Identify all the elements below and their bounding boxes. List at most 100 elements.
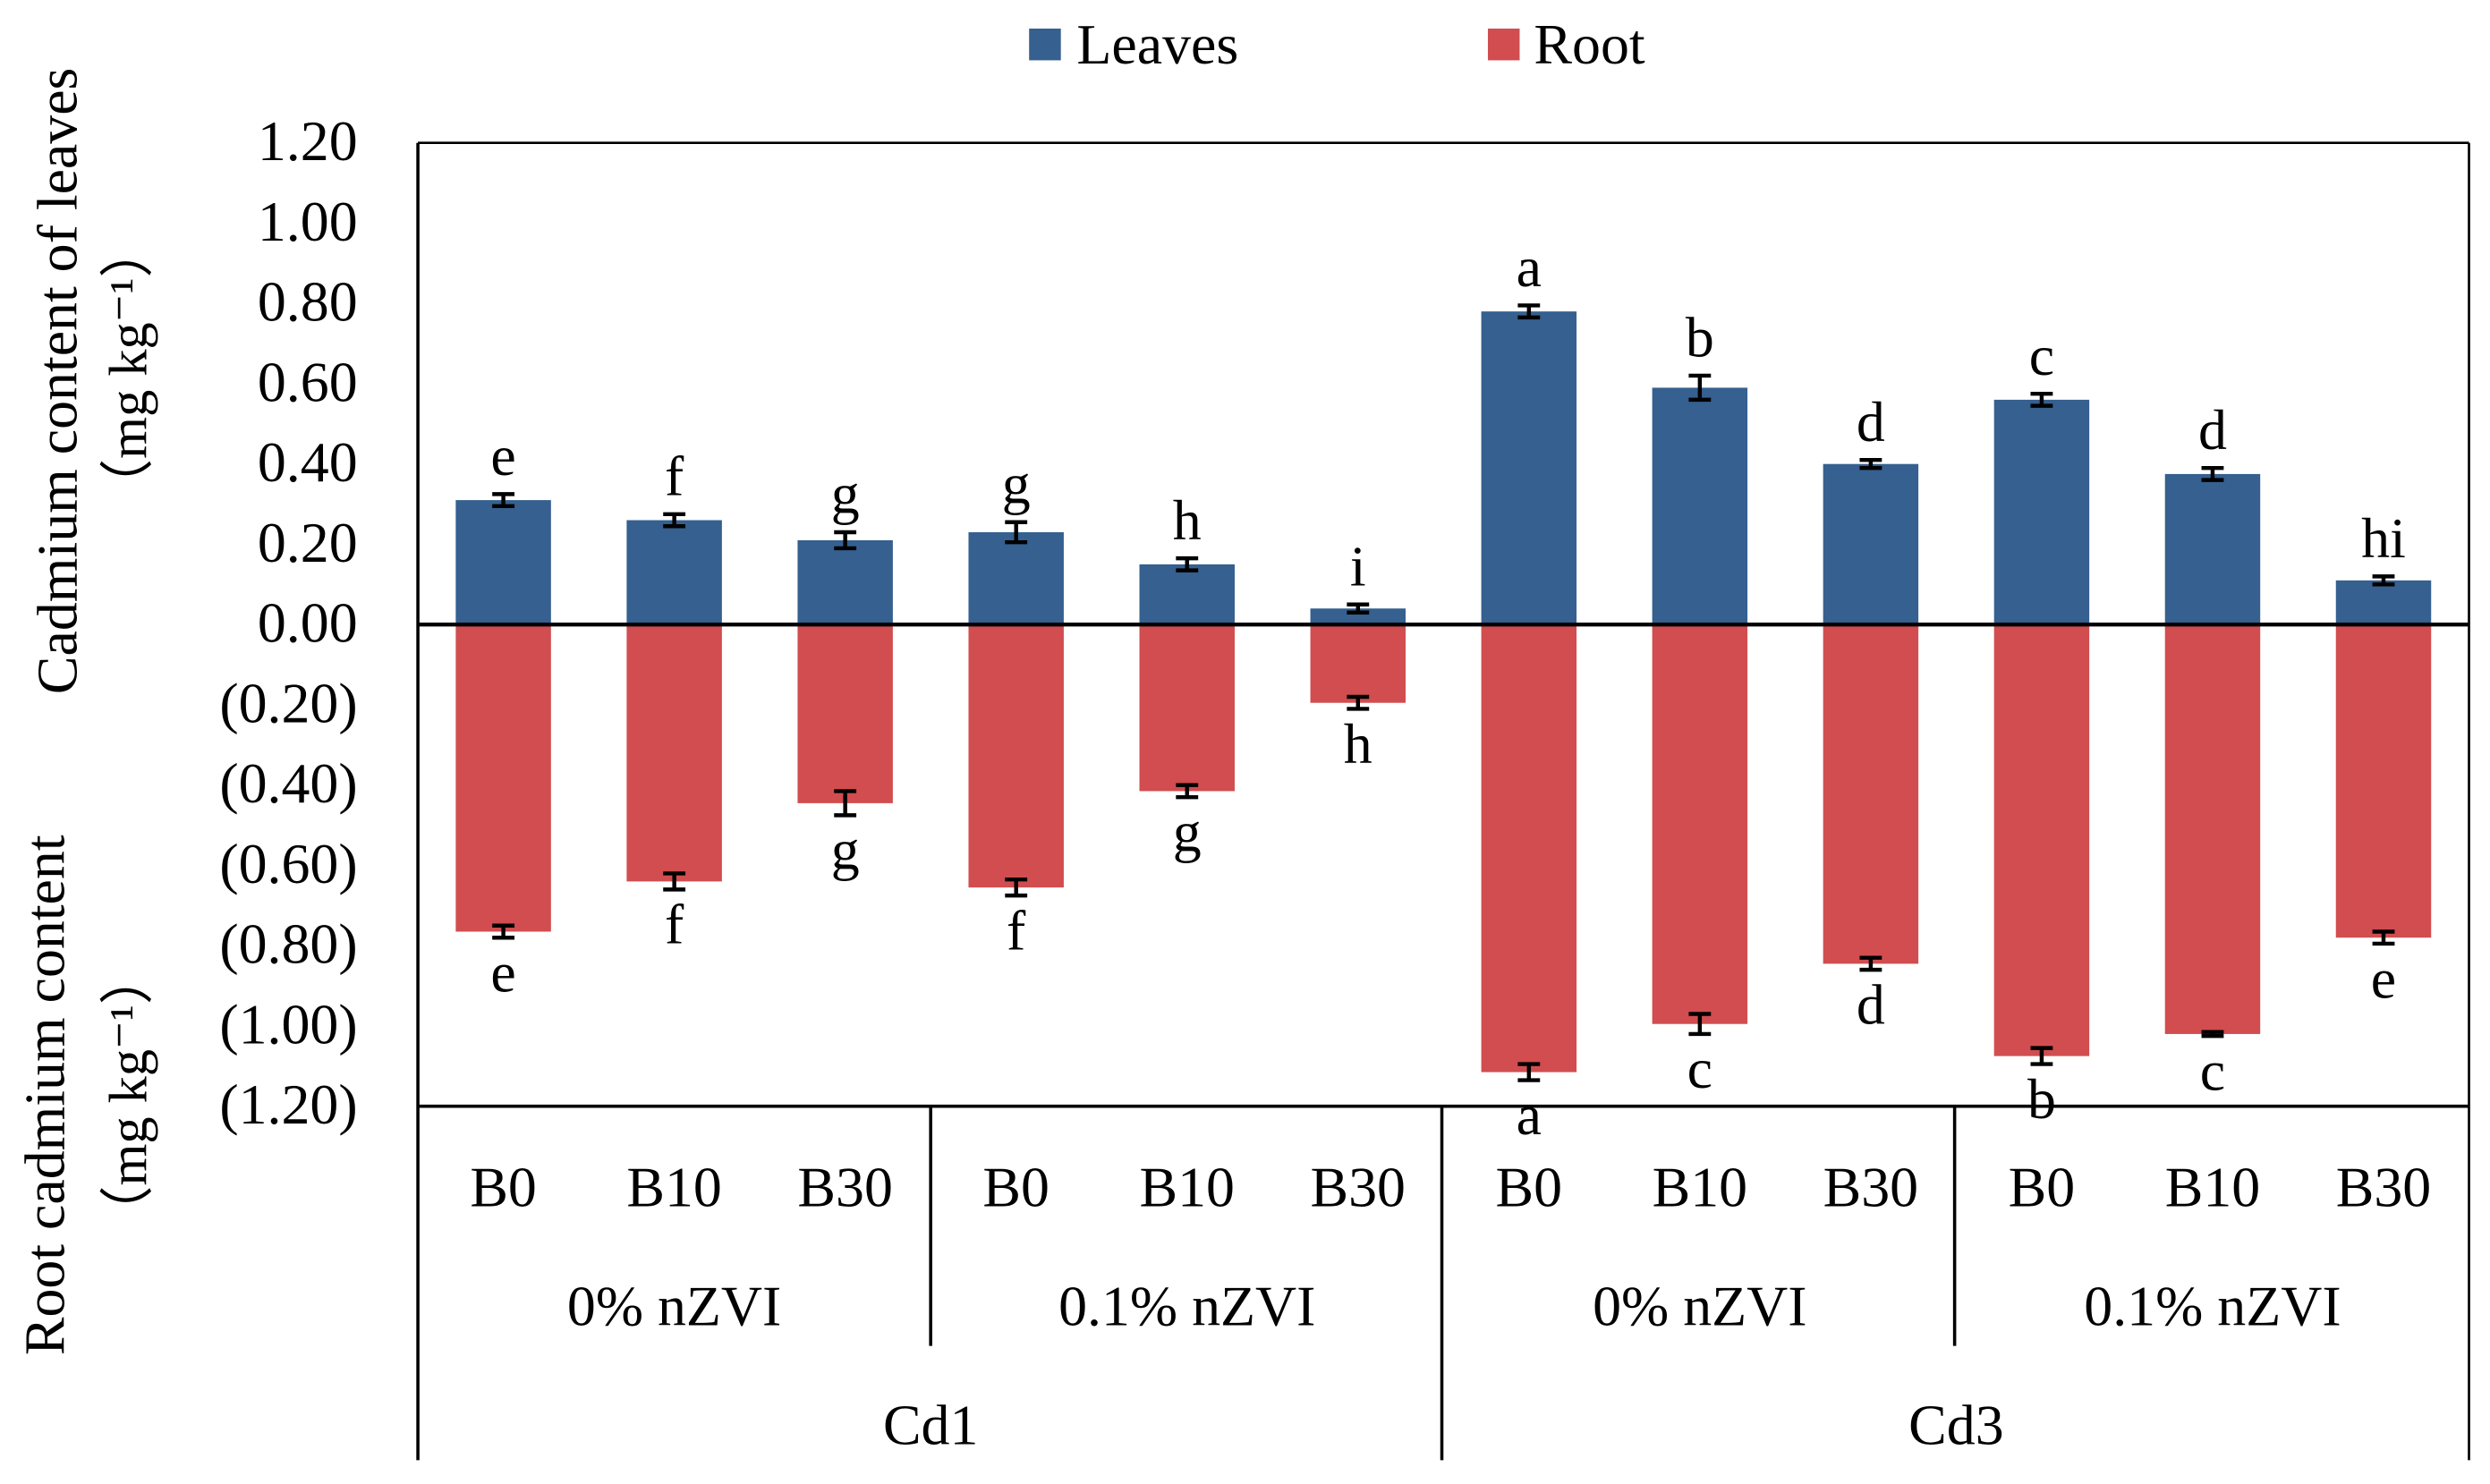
group-label: Cd3	[1908, 1394, 2003, 1457]
significance-letter: e	[490, 941, 515, 1005]
error-bar	[1517, 303, 1541, 320]
bar-root	[1652, 624, 1748, 1024]
significance-letter: g	[1002, 452, 1031, 515]
error-bar	[492, 492, 515, 509]
error-bar	[1176, 783, 1199, 800]
significance-letter: h	[1173, 488, 1202, 552]
y-tick-label: 1.00	[258, 190, 358, 253]
error-bar	[1859, 955, 1882, 972]
bar-leaves	[626, 520, 722, 625]
error-bar	[1688, 1012, 1712, 1037]
y-tick-label: 0.00	[258, 591, 358, 655]
bar-leaves	[797, 539, 893, 625]
legend-swatch-root	[1487, 28, 1520, 61]
significance-letter: hi	[2361, 506, 2406, 570]
error-bar	[2372, 574, 2395, 587]
bar-leaves	[1823, 463, 1919, 625]
group-label: Cd1	[883, 1394, 978, 1457]
significance-letter: e	[490, 424, 515, 488]
bar-root	[2164, 624, 2261, 1034]
y-title-root-unit: （mg kg⁻¹）	[99, 951, 159, 1240]
y-axis-titles: Cadmium content of leaves （mg kg⁻¹） Root…	[13, 68, 158, 1356]
error-bar	[834, 530, 857, 551]
bar-root	[797, 624, 893, 803]
subgroup-label: 0.1% nZVI	[1058, 1275, 1315, 1338]
x-tick-label: B30	[2336, 1155, 2431, 1218]
significance-letter: g	[831, 818, 860, 882]
error-bar	[1176, 555, 1199, 572]
bar-root	[626, 624, 722, 882]
bar-root	[1993, 624, 2090, 1056]
y-tick-label: (0.60)	[219, 832, 357, 895]
y-tick-label: (1.20)	[219, 1073, 357, 1136]
error-bar	[492, 923, 515, 940]
x-tick-label: B30	[1311, 1155, 1406, 1218]
error-bar	[1517, 1062, 1541, 1082]
legend-swatch-leaves	[1029, 28, 1061, 61]
y-title-leaves-unit: （mg kg⁻¹）	[99, 224, 159, 513]
x-tick-label: B10	[626, 1155, 721, 1218]
legend-label-leaves: Leaves	[1076, 13, 1238, 76]
bar-root	[1310, 624, 1406, 703]
error-bar	[1347, 694, 1370, 711]
error-bar	[2030, 391, 2053, 408]
significance-letter: b	[2027, 1067, 2056, 1131]
significance-letter: h	[1344, 712, 1372, 776]
subgroup-label: 0.1% nZVI	[2084, 1275, 2341, 1338]
bar-root	[1823, 624, 1919, 964]
error-bar	[834, 789, 857, 818]
error-bar	[1005, 520, 1028, 545]
bar-leaves	[1310, 608, 1406, 625]
bar-leaves	[2335, 580, 2432, 625]
y-tick-label: 0.80	[258, 270, 358, 334]
bar-root	[1139, 624, 1235, 792]
y-title-leaves: Cadmium content of leaves	[26, 68, 89, 694]
bar-root	[1481, 624, 1577, 1073]
significance-letter: d	[1857, 972, 1885, 1036]
significance-letter: f	[1007, 898, 1026, 962]
y-axis: 1.20 1.00 0.80 0.60 0.40 0.20 0.00 (0.20) (0.40)…	[219, 109, 357, 1136]
significance-letter: b	[1686, 306, 1714, 369]
bar-leaves	[2164, 473, 2261, 625]
significance-letter: c	[1687, 1037, 1712, 1100]
error-bar	[1688, 373, 1712, 403]
x-tick-label: B10	[1140, 1155, 1235, 1218]
error-bar	[1347, 602, 1370, 615]
bar-leaves	[968, 531, 1064, 625]
y-tick-label: 1.20	[258, 109, 358, 173]
y-tick-label: 0.60	[258, 350, 358, 413]
significance-letter: e	[2371, 946, 2396, 1010]
x-tick-label: B0	[1496, 1155, 1563, 1218]
x-tick-label: B0	[2009, 1155, 2076, 1218]
significance-letter: g	[831, 462, 860, 526]
bar-leaves	[1993, 399, 2090, 625]
legend: Leaves Root	[1029, 13, 1645, 76]
error-bar	[2201, 1030, 2224, 1039]
y-tick-label: (0.80)	[219, 912, 357, 976]
bar-root	[455, 624, 551, 932]
y-tick-label: (0.20)	[219, 671, 357, 734]
x-axis-labels: B0 B10 B30 B0 B10 B30 B0 B10 B30 B0 B10 B30 0% nZVI 0…	[470, 1155, 2431, 1456]
bar-root	[968, 624, 1064, 888]
error-bar	[663, 871, 686, 892]
y-tick-label: 0.40	[258, 430, 358, 494]
error-bar	[1859, 457, 1882, 471]
significance-letter: d	[1857, 390, 1885, 454]
significance-letter: c	[2029, 324, 2054, 387]
x-tick-label: B30	[797, 1155, 892, 1218]
bar-leaves	[1652, 387, 1748, 625]
x-tick-label: B0	[982, 1155, 1050, 1218]
error-bar	[663, 512, 686, 529]
error-bar	[1005, 877, 1028, 898]
significance-letter: a	[1517, 235, 1542, 299]
significance-letter: f	[665, 444, 684, 507]
bar-leaves	[1481, 311, 1577, 625]
bar-leaves	[455, 500, 551, 625]
x-tick-label: B10	[2165, 1155, 2260, 1218]
subgroup-label: 0% nZVI	[567, 1275, 781, 1338]
subgroup-label: 0% nZVI	[1593, 1275, 1806, 1338]
y-tick-label: (0.40)	[219, 751, 357, 815]
x-tick-label: B10	[1653, 1155, 1747, 1218]
y-tick-label: 0.20	[258, 511, 358, 574]
